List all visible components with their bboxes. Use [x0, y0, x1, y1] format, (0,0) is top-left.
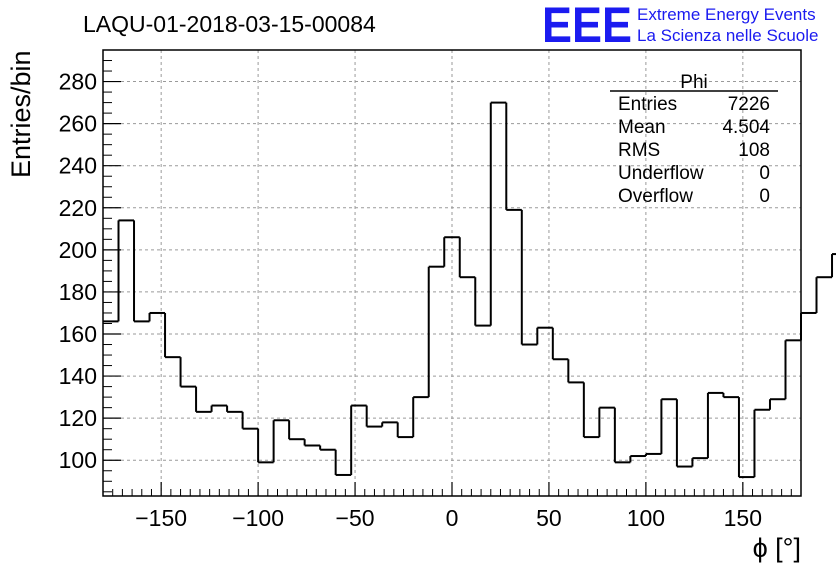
stats-label: Underflow	[618, 163, 704, 184]
grid-lines	[103, 50, 801, 496]
chart-title: LAQU-01-2018-03-15-00084	[83, 11, 376, 37]
stats-name: Phi	[680, 72, 707, 93]
x-tick-label: 0	[446, 505, 459, 531]
tick-labels: −150 −100 −50 0 50 100 150 100 120 140 160 180 200 22…	[59, 69, 762, 531]
y-tick-label: 180	[59, 279, 97, 305]
x-tick-label: 100	[627, 505, 665, 531]
y-tick-label: 140	[59, 363, 97, 389]
stats-value: 0	[759, 186, 770, 207]
stats-box: Phi Entries 7226 Mean 4.504 RMS 108 Underflow 0…	[610, 72, 778, 207]
axis-ticks	[103, 60, 792, 496]
y-tick-label: 260	[59, 111, 97, 137]
x-tick-label: −100	[232, 505, 284, 531]
eee-logo: EEE	[542, 0, 632, 53]
stats-rows: Entries 7226 Mean 4.504 RMS 108 Underflow 0 Over…	[618, 94, 770, 207]
y-tick-label: 240	[59, 153, 97, 179]
x-tick-label: 150	[724, 505, 762, 531]
stats-value: 7226	[728, 94, 770, 115]
y-tick-label: 280	[59, 69, 97, 95]
logo-line-2: La Scienza nelle Scuole	[637, 26, 818, 45]
y-tick-label: 220	[59, 195, 97, 221]
y-tick-label: 200	[59, 237, 97, 263]
stats-value: 4.504	[722, 117, 770, 138]
stats-value: 0	[759, 163, 770, 184]
stats-value: 108	[738, 140, 770, 161]
y-tick-label: 120	[59, 405, 97, 431]
x-tick-label: −150	[135, 505, 187, 531]
histogram-bins	[103, 101, 836, 479]
y-tick-label: 100	[59, 447, 97, 473]
logo-line-1: Extreme Energy Events	[637, 5, 816, 24]
stats-label: Overflow	[618, 186, 693, 207]
stats-label: Entries	[618, 94, 677, 115]
stats-label: Mean	[618, 117, 666, 138]
y-tick-label: 160	[59, 321, 97, 347]
x-tick-label: 50	[536, 505, 562, 531]
stats-label: RMS	[618, 140, 660, 161]
plot-frame	[102, 49, 802, 497]
x-axis-label: ϕ [°]	[753, 533, 801, 563]
x-tick-label: −50	[336, 505, 375, 531]
y-axis-label: Entries/bin	[6, 50, 36, 178]
